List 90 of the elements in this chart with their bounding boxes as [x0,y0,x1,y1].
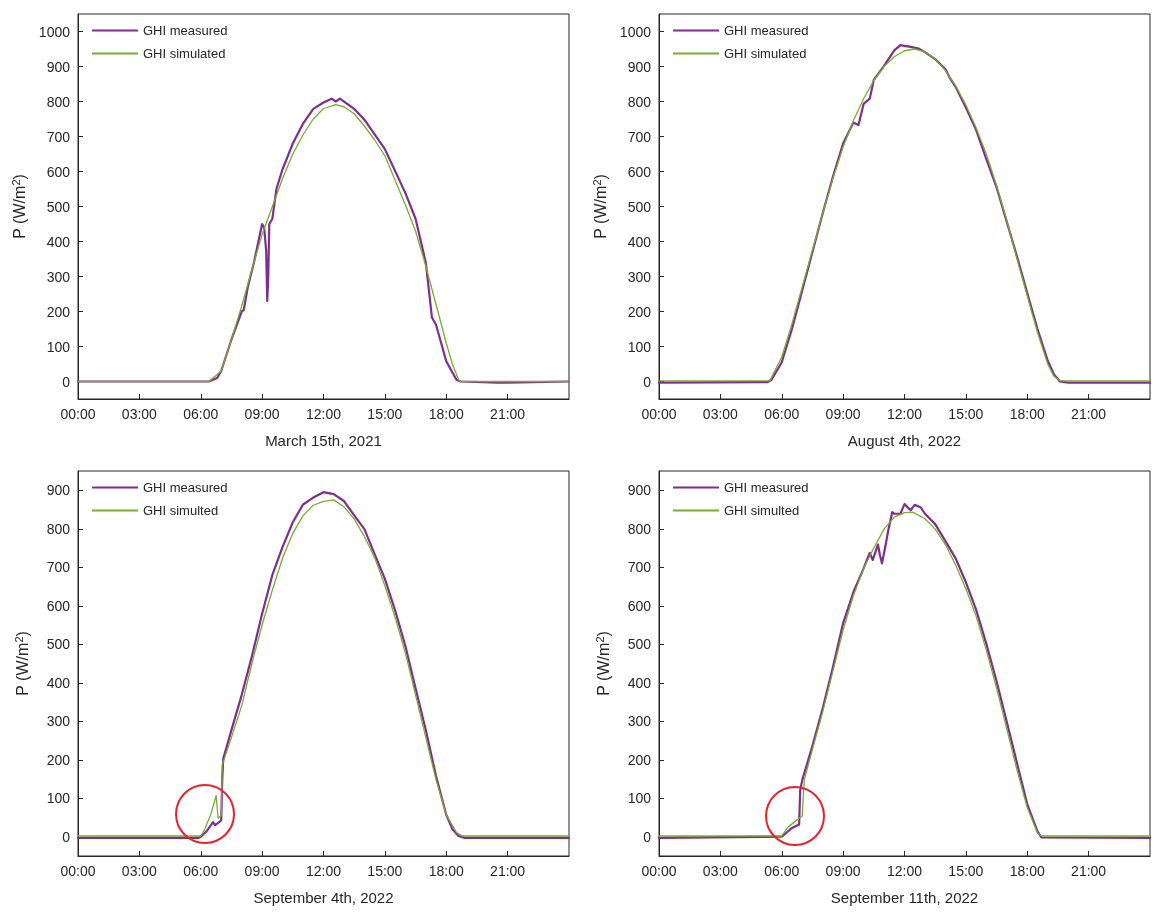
x-tick-label: 15:00 [367,863,403,879]
y-tick-label: 300 [46,713,71,730]
x-tick-label: 18:00 [428,863,464,879]
x-tick-label: 06:00 [764,863,800,879]
x-tick-label: 00:00 [641,863,677,879]
y-tick-label: 0 [643,373,652,390]
y-tick-label: 400 [46,233,71,250]
y-tick-label: 900 [627,58,652,75]
y-tick-label: 700 [627,128,652,145]
y-tick-label: 0 [62,373,71,390]
x-tick-label: 12:00 [305,863,342,879]
y-axis-title: P (W/m2) [12,631,31,696]
x-tick-label: 15:00 [948,406,984,422]
y-tick-label: 700 [46,128,71,145]
x-tick-label: 03:00 [702,863,739,879]
y-tick-label: 400 [46,674,71,691]
y-tick-label: 300 [627,713,652,730]
y-tick-label: 200 [46,303,71,320]
x-tick-label: 18:00 [1009,863,1045,879]
x-tick-label: 00:00 [60,863,96,879]
y-tick-label: 200 [46,751,71,768]
y-tick-label: 1000 [619,23,652,40]
y-tick-label: 800 [627,520,652,537]
legend-label: GHI simulted [143,503,219,518]
y-tick-label: 600 [46,163,71,180]
y-tick-label: 300 [46,268,71,285]
y-tick-label: 200 [627,751,652,768]
legend-label: GHI simulated [143,46,226,61]
x-tick-label: 21:00 [490,406,526,422]
y-tick-label: 300 [627,268,652,285]
y-tick-label: 700 [46,559,71,576]
y-tick-label: 800 [46,520,71,537]
y-axis-title: P (W/m2) [9,174,29,239]
y-tick-label: 600 [46,597,71,614]
x-tick-label: 12:00 [305,406,342,422]
legend-label: GHI measured [724,23,809,38]
legend-label: GHI simulted [724,503,800,518]
y-tick-label: 200 [627,303,652,320]
y-tick-label: 900 [46,482,71,499]
y-tick-label: 900 [627,482,652,499]
y-tick-label: 0 [643,828,652,845]
x-tick-label: 21:00 [1071,863,1107,879]
y-tick-label: 500 [46,636,71,653]
x-tick-label: 06:00 [183,406,219,422]
x-tick-label: 15:00 [367,406,403,422]
y-tick-label: 400 [627,674,652,691]
x-tick-label: 12:00 [886,406,923,422]
x-axis-title: March 15th, 2021 [265,432,382,449]
y-tick-label: 1000 [38,23,71,40]
y-tick-label: 500 [46,198,71,215]
x-tick-label: 00:00 [641,406,677,422]
x-tick-label: 18:00 [428,406,464,422]
y-tick-label: 900 [46,58,71,75]
x-tick-label: 03:00 [121,863,158,879]
x-tick-label: 15:00 [948,863,984,879]
x-tick-label: 09:00 [244,406,280,422]
legend-label: GHI measured [724,480,809,495]
y-tick-label: 100 [627,790,652,807]
x-tick-label: 03:00 [702,406,739,422]
x-tick-label: 21:00 [1071,406,1107,422]
x-tick-label: 09:00 [825,406,861,422]
y-tick-label: 800 [627,93,652,110]
x-tick-label: 12:00 [886,863,923,879]
y-tick-label: 100 [46,790,71,807]
y-tick-label: 100 [627,338,652,355]
x-tick-label: 21:00 [490,863,526,879]
x-axis-title: September 4th, 2022 [253,889,394,906]
x-tick-label: 09:00 [244,863,280,879]
y-tick-label: 700 [627,559,652,576]
x-axis-title: September 11th, 2022 [830,889,979,906]
x-tick-label: 06:00 [764,406,800,422]
x-axis-title: August 4th, 2022 [847,432,962,449]
y-tick-label: 500 [627,636,652,653]
x-tick-label: 09:00 [825,863,861,879]
y-tick-label: 800 [46,93,71,110]
y-tick-label: 600 [627,597,652,614]
y-tick-label: 600 [627,163,652,180]
legend-label: GHI measured [143,480,228,495]
x-tick-label: 06:00 [183,863,219,879]
y-tick-label: 0 [62,828,71,845]
y-tick-label: 500 [627,198,652,215]
x-tick-label: 03:00 [121,406,158,422]
legend-label: GHI simulated [724,46,807,61]
y-axis-title: P (W/m2) [593,631,612,696]
y-tick-label: 400 [627,233,652,250]
x-tick-label: 18:00 [1009,406,1045,422]
x-tick-label: 00:00 [60,406,96,422]
y-axis-title: P (W/m2) [590,174,610,239]
legend-label: GHI measured [143,23,228,38]
y-tick-label: 100 [46,338,71,355]
